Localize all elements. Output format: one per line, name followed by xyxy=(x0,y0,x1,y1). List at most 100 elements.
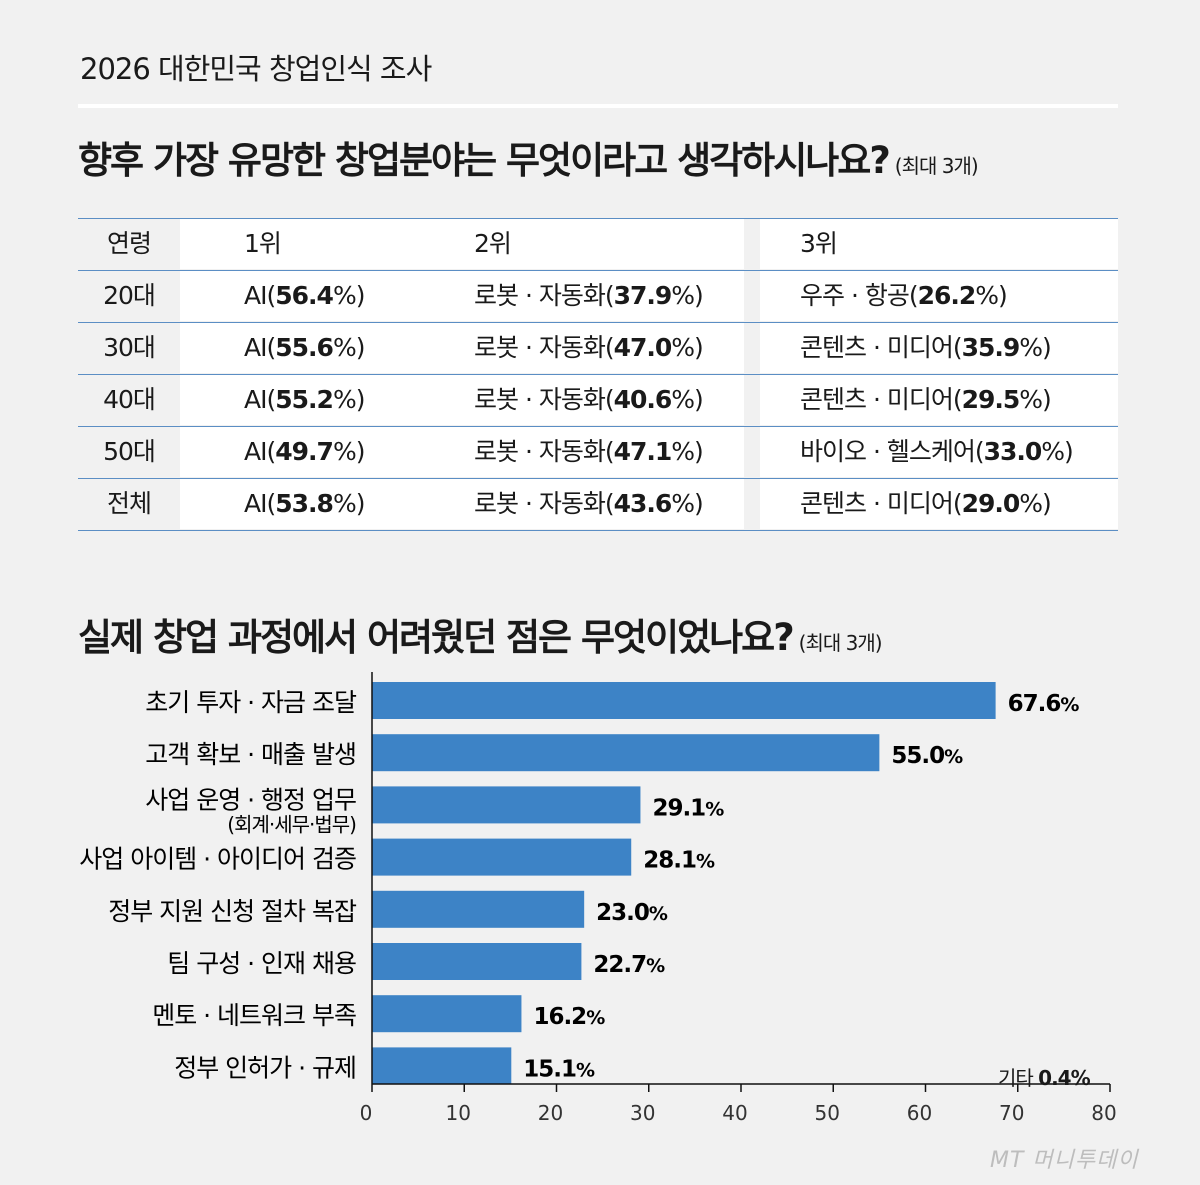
value-number: 16.2 xyxy=(533,1004,586,1030)
paren-close: %) xyxy=(671,437,704,466)
field-percent: 33.0 xyxy=(983,437,1043,466)
value-label: 23.0% xyxy=(596,900,668,926)
value-label: 55.0% xyxy=(891,743,963,769)
field-percent: 40.6 xyxy=(613,385,673,414)
paren-close: %) xyxy=(332,281,366,310)
value-unit: % xyxy=(696,851,715,873)
field-name: 콘텐츠 · 미디어 xyxy=(800,489,954,518)
paren-open: ( xyxy=(952,333,963,362)
x-tick-label: 0 xyxy=(360,1101,373,1125)
field-percent: 55.6 xyxy=(275,333,334,362)
paren-open: ( xyxy=(266,489,276,518)
question-2: 실제 창업 과정에서 어려웠던 점은 무엇이었나요? (최대 3개) xyxy=(78,607,883,661)
paren-close: %) xyxy=(671,385,704,414)
age-label: 50대 xyxy=(103,437,156,466)
table-row: 40대 AI(55.2%) 로봇 · 자동화(40.6%) 콘텐츠 · 미디어(29.… xyxy=(78,374,1118,426)
table-row: 50대 AI(49.7%) 로봇 · 자동화(47.1%) 바이오 · 헬스케어(33… xyxy=(78,426,1118,478)
field-percent: 49.7 xyxy=(275,437,334,466)
publisher-watermark: MT 머니투데이 xyxy=(990,1148,1139,1173)
paren-open: ( xyxy=(974,437,985,466)
age-cell: 전체 xyxy=(78,479,180,529)
value-number: 55.0 xyxy=(891,743,944,769)
rank-3-cell: 콘텐츠 · 미디어(29.0%) xyxy=(760,479,1118,529)
rank-2-cell: 로봇 · 자동화(47.1%) xyxy=(440,427,744,477)
bar xyxy=(372,995,522,1033)
other-annotation: 기타 0.4% xyxy=(998,1062,1091,1091)
paren-open: ( xyxy=(604,385,615,414)
paren-open: ( xyxy=(952,385,963,414)
field-percent: 29.5 xyxy=(961,385,1021,414)
field-percent: 26.2 xyxy=(917,281,977,310)
age-label: 30대 xyxy=(103,333,156,362)
value-label: 29.1% xyxy=(652,795,724,821)
value-label: 22.7% xyxy=(593,952,665,978)
x-tick-label: 30 xyxy=(630,1101,655,1125)
value-unit: % xyxy=(576,1059,595,1081)
field-name: 로봇 · 자동화 xyxy=(474,385,606,414)
field-name: 바이오 · 헬스케어 xyxy=(800,437,976,466)
age-cell: 50대 xyxy=(78,427,180,477)
paren-close: %) xyxy=(1019,385,1052,414)
field-percent: 43.6 xyxy=(613,489,673,518)
table-row: 20대 AI(56.4%) 로봇 · 자동화(37.9%) 우주 · 항공(26.2%… xyxy=(78,270,1118,322)
value-label: 16.2% xyxy=(533,1004,605,1030)
value-label: 15.1% xyxy=(523,1056,595,1082)
bar xyxy=(372,943,582,980)
category-sub-label: (회계·세무·법무) xyxy=(227,812,356,836)
paren-open: ( xyxy=(604,437,615,466)
category-label: 사업 운영 · 행정 업무 xyxy=(145,785,356,814)
field-name: AI xyxy=(244,281,268,310)
category-label: 정부 인허가 · 규제 xyxy=(174,1053,356,1082)
value-unit: % xyxy=(1060,694,1079,716)
question-1-text: 향후 가장 유망한 창업분야는 무엇이라고 생각하시나요? xyxy=(78,139,891,182)
title-divider xyxy=(78,104,1118,108)
paren-open: ( xyxy=(266,437,276,466)
category-label: 초기 투자 · 자금 조달 xyxy=(145,688,357,717)
paren-close: %) xyxy=(1019,333,1052,362)
x-tick-label: 20 xyxy=(538,1101,563,1125)
category-label: 팀 구성 · 인재 채용 xyxy=(167,949,356,978)
field-name: 우주 · 항공 xyxy=(800,281,910,310)
value-number: 67.6 xyxy=(1008,691,1061,717)
bar xyxy=(372,734,880,772)
field-percent: 47.0 xyxy=(613,333,673,362)
paren-open: ( xyxy=(266,385,276,414)
value-number: 29.1 xyxy=(652,795,705,821)
value-unit: % xyxy=(646,955,665,977)
paren-close: %) xyxy=(671,281,704,310)
bar xyxy=(372,786,641,824)
age-label: 40대 xyxy=(103,385,156,414)
question-1-note: (최대 3개) xyxy=(894,154,979,178)
bar xyxy=(372,838,632,876)
bar xyxy=(372,1047,512,1085)
paren-open: ( xyxy=(952,489,963,518)
field-name: AI xyxy=(244,489,268,518)
table-row: 30대 AI(55.6%) 로봇 · 자동화(47.0%) 콘텐츠 · 미디어(35.… xyxy=(78,322,1118,374)
category-label: 사업 아이템 · 아이디어 검증 xyxy=(79,845,356,874)
header-rank-3: 3위 xyxy=(760,219,1118,269)
paren-close: %) xyxy=(332,333,366,362)
field-percent: 29.0 xyxy=(961,489,1021,518)
value-unit: % xyxy=(586,1007,605,1029)
bar xyxy=(372,890,585,928)
rank-2-cell: 로봇 · 자동화(47.0%) xyxy=(440,323,744,373)
header-rank-2: 2위 xyxy=(440,219,744,269)
paren-close: %) xyxy=(1019,489,1052,518)
field-name: AI xyxy=(244,437,268,466)
rank-3-cell: 바이오 · 헬스케어(33.0%) xyxy=(760,427,1118,477)
paren-open: ( xyxy=(604,489,615,518)
age-cell: 40대 xyxy=(78,375,180,425)
value-label: 67.6% xyxy=(1008,691,1080,717)
rank-2-cell: 로봇 · 자동화(43.6%) xyxy=(440,479,744,529)
x-tick-label: 10 xyxy=(446,1101,471,1125)
field-percent: 35.9 xyxy=(961,333,1021,362)
paren-open: ( xyxy=(908,281,919,310)
table-header-row: 연령 1위 2위 3위 xyxy=(78,218,1118,270)
value-number: 22.7 xyxy=(593,952,646,978)
paren-close: %) xyxy=(975,281,1008,310)
value-unit: % xyxy=(705,798,724,820)
category-label: 멘토 · 네트워크 부족 xyxy=(152,1001,356,1030)
field-percent: 53.8 xyxy=(275,489,334,518)
rank-2-cell: 로봇 · 자동화(40.6%) xyxy=(440,375,744,425)
